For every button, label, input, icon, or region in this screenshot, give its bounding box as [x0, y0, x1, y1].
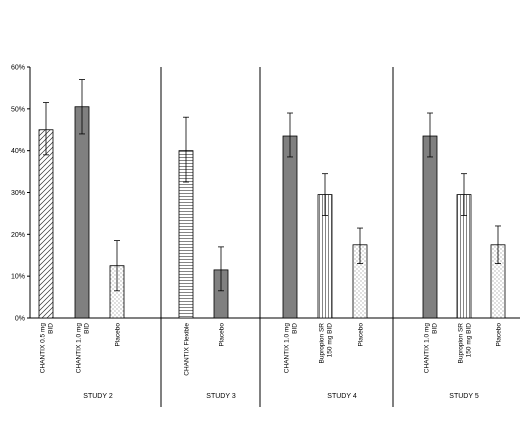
y-tick-label: 60%: [11, 65, 25, 72]
group-label: STUDY 2: [83, 393, 113, 400]
bar-category-label: CHANTIX 1.0 mg: [424, 323, 431, 374]
bar-category-label: BID: [48, 323, 55, 334]
group-label: STUDY 3: [206, 393, 236, 400]
labels: CHANTIX 0.5 mg BID CHANTIX 1.0 mg BID Placeb…: [40, 323, 503, 400]
bar-category-label: Bupropion SR: [319, 323, 326, 364]
bar: [74, 106, 90, 319]
bar-category-label: Placebo: [496, 323, 503, 347]
bar-category-label: Placebo: [219, 323, 226, 347]
bar-category-label: 150 mg BID: [327, 323, 334, 358]
bar: [38, 129, 54, 319]
group-label: STUDY 5: [449, 393, 479, 400]
bars: [38, 79, 506, 319]
bar-category-label: BID: [292, 323, 299, 334]
bar-category-label: CHANTIX 0.5 mg: [40, 323, 47, 374]
bar-category-label: Bupropion SR: [458, 323, 465, 364]
y-tick-label: 40%: [11, 148, 25, 155]
y-tick-label: 0%: [15, 316, 25, 323]
bar-category-label: 150 mg BID: [466, 323, 473, 358]
bar-category-label: Placebo: [358, 323, 365, 347]
bar-category-label: Placebo: [115, 323, 122, 347]
bar-category-label: CHANTIX Flexible: [184, 323, 191, 376]
bar-category-label: CHANTIX 1.0 mg: [284, 323, 291, 374]
bar-category-label: CHANTIX 1.0 mg: [76, 323, 83, 374]
bar-category-label: BID: [432, 323, 439, 334]
y-tick-label: 20%: [11, 232, 25, 239]
y-tick-label: 50%: [11, 106, 25, 113]
bar: [422, 135, 438, 319]
bar: [282, 135, 298, 319]
y-tick-label: 10%: [11, 274, 25, 281]
group-label: STUDY 4: [327, 393, 357, 400]
bar-category-label: BID: [84, 323, 91, 334]
y-tick-label: 30%: [11, 190, 25, 197]
